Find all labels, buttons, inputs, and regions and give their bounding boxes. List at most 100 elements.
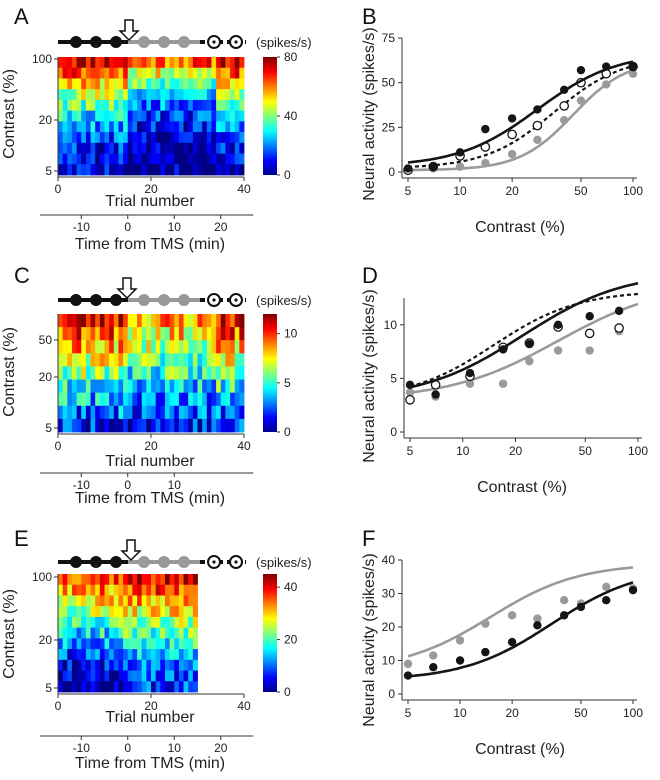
- heatmap-cell: [67, 110, 73, 122]
- heatmap-cell: [95, 89, 101, 101]
- heatmap-cell: [169, 314, 175, 328]
- heatmap-cell: [230, 314, 236, 328]
- heatmap-cell: [234, 132, 240, 144]
- heatmap-cell: [174, 638, 180, 650]
- heatmap-cell: [99, 379, 105, 394]
- fit-curve-recovery: [407, 64, 634, 168]
- heatmap-cell: [202, 392, 208, 407]
- heatmap-cell: [192, 121, 198, 133]
- heatmap-cell: [178, 616, 184, 629]
- heatmap-cell: [81, 681, 87, 693]
- heatmap-cell: [202, 142, 208, 154]
- heatmap-cell: [67, 67, 73, 79]
- heatmap-cell: [81, 99, 87, 112]
- y-tick-label: 30: [382, 587, 396, 601]
- heatmap-cell: [192, 153, 198, 165]
- heatmap-cell: [225, 67, 231, 79]
- heatmap-cell: [95, 405, 101, 420]
- heatmap-cell: [127, 649, 133, 661]
- data-point-pre-TMS: [481, 124, 490, 134]
- heatmap-cell: [151, 405, 157, 420]
- heatmap-cell: [146, 670, 152, 682]
- heatmap-cell: [71, 659, 77, 671]
- heatmap-cell: [95, 132, 101, 144]
- heatmap-cell: [67, 574, 73, 586]
- heatmap-cell: [123, 110, 129, 122]
- heatmap-cell: [188, 649, 194, 661]
- heatmap-cell: [169, 340, 175, 354]
- heatmap-cell: [216, 327, 222, 341]
- heatmap-cell: [81, 379, 87, 394]
- heatmap-cell: [99, 132, 105, 144]
- heatmap-cell: [71, 353, 77, 367]
- heatmap-cell: [62, 121, 68, 133]
- heatmap-cell: [58, 681, 64, 693]
- heatmap-cell: [71, 314, 77, 328]
- x-tick-label: 10: [453, 706, 467, 720]
- heatmap-cell: [95, 353, 101, 367]
- colorbar-ticks-A: 0 40 80: [277, 50, 298, 182]
- heatmap-cell: [178, 627, 184, 639]
- data-point-pre-TMS: [455, 656, 465, 665]
- heatmap-cell: [58, 379, 64, 394]
- heatmap-cell: [239, 57, 245, 69]
- heatmap-cell: [58, 392, 64, 407]
- heatmap-cell: [109, 616, 115, 629]
- heatmap-cell: [146, 57, 152, 69]
- heatmap-cell: [151, 67, 157, 79]
- heatmap-cell: [174, 405, 180, 420]
- heatmap-cell: [127, 366, 133, 380]
- heatmap-cell: [206, 314, 212, 328]
- heatmap-cell: [155, 89, 161, 101]
- heatmap-cell: [62, 110, 68, 122]
- time-tick-label: 10: [168, 478, 182, 492]
- heatmap-cell: [127, 574, 133, 586]
- heatmap-cell: [90, 670, 96, 682]
- heatmap-cell: [164, 89, 170, 101]
- heatmap-cell: [104, 164, 110, 176]
- heatmap-cell: [76, 379, 82, 394]
- data-point-recovery: [507, 129, 517, 140]
- heatmap-cell: [220, 89, 226, 101]
- heatmap-cell: [118, 132, 124, 144]
- heatmap-cell: [192, 595, 198, 607]
- heatmap-cell: [183, 595, 189, 607]
- heatmap-cell: [155, 584, 161, 596]
- heatmap-cell: [220, 314, 226, 328]
- heatmap-cell: [118, 99, 124, 112]
- heatmap-cell: [174, 121, 180, 133]
- heatmap-cell: [137, 392, 143, 407]
- heatmap-cell: [141, 99, 147, 112]
- heatmap-cell: [192, 405, 198, 420]
- heatmap-cell: [58, 353, 64, 367]
- heatmap-cell: [123, 153, 129, 165]
- heatmap-cell: [109, 649, 115, 661]
- heatmap-cell: [62, 574, 68, 586]
- heatmap-cell: [197, 67, 203, 79]
- heatmap-cell: [104, 78, 110, 90]
- heatmap-cell: [81, 574, 87, 586]
- heatmap-cell: [160, 132, 166, 144]
- heatmap-cell: [141, 67, 147, 79]
- heatmap-cell: [178, 659, 184, 671]
- heatmap-cell: [178, 132, 184, 144]
- heatmap-cell: [127, 340, 133, 354]
- heatmap-cell: [109, 110, 115, 122]
- heatmap-cell: [192, 89, 198, 101]
- heatmap-cell: [230, 110, 236, 122]
- heatmap-cell: [62, 67, 68, 79]
- heatmap-cell: [160, 327, 166, 341]
- heatmap-cell: [137, 327, 143, 341]
- heatmap-cell: [67, 89, 73, 101]
- heatmap-cell: [174, 681, 180, 693]
- colorbar-tick-label: 0: [284, 685, 291, 699]
- heatmap-cell: [113, 153, 119, 165]
- heatmap-cell: [76, 681, 82, 693]
- heatmap-cell: [85, 78, 91, 90]
- heatmap-cell: [127, 405, 133, 420]
- heatmap-cell: [95, 164, 101, 176]
- heatmap-cell: [62, 153, 68, 165]
- heatmap-cell: [62, 418, 68, 433]
- heatmap-cell: [141, 89, 147, 101]
- heatmap-cell: [151, 659, 157, 671]
